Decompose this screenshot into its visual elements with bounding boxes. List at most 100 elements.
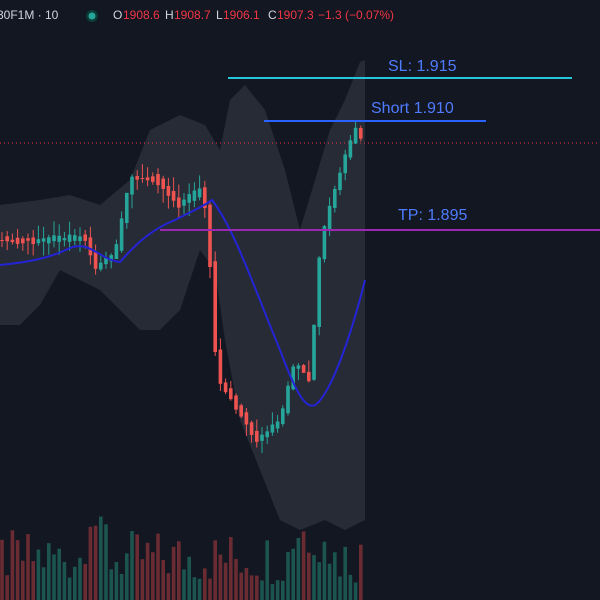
- volume-bar: [52, 554, 56, 600]
- candle-body: [317, 257, 321, 327]
- candle-body: [161, 178, 165, 189]
- volume-bar: [322, 541, 327, 600]
- ohlc-value: 1907.3: [277, 8, 314, 22]
- bollinger-band: [0, 60, 365, 530]
- volume-bar: [239, 572, 243, 600]
- candle-body: [281, 408, 285, 425]
- candle-body: [135, 176, 139, 180]
- candle-body: [47, 237, 51, 244]
- volume-bar: [93, 525, 98, 600]
- volume-bar: [275, 580, 280, 600]
- candle-body: [109, 255, 113, 262]
- candle-body: [249, 422, 254, 435]
- candle-body: [275, 421, 280, 429]
- volume-bar: [338, 576, 342, 600]
- volume-bar: [244, 567, 249, 600]
- candle-body: [0, 240, 4, 241]
- volume-bar: [0, 539, 4, 600]
- volume-bar: [333, 552, 337, 600]
- candle-body: [296, 365, 301, 369]
- candle-body: [208, 204, 212, 268]
- candle-body: [301, 365, 306, 373]
- volume-bar: [171, 546, 176, 600]
- candle-body: [343, 154, 347, 174]
- volume-bar: [62, 561, 67, 600]
- volume-bar: [41, 567, 46, 600]
- candle-body: [41, 238, 46, 242]
- candle-body: [67, 234, 72, 242]
- candle-body: [62, 238, 67, 241]
- sl-label: SL: 1.915: [388, 58, 457, 75]
- short-label: Short 1.910: [371, 100, 454, 117]
- candle-body: [353, 127, 358, 144]
- candles: [0, 120, 363, 454]
- candle-body: [125, 192, 129, 223]
- volume-bar: [10, 530, 15, 600]
- volume-bar: [270, 584, 275, 600]
- candle-body: [265, 431, 269, 438]
- candle-body: [244, 412, 249, 425]
- volume-bar: [130, 531, 134, 600]
- candle-body: [213, 261, 217, 352]
- candle-body: [192, 190, 197, 201]
- candle-body: [166, 185, 171, 196]
- candle-body: [338, 172, 342, 191]
- candle-body: [36, 239, 41, 244]
- ohlc-key: C: [268, 8, 277, 22]
- candle-body: [21, 238, 25, 244]
- volume-bar: [301, 531, 306, 600]
- volume-bar: [208, 578, 212, 600]
- volume-bar: [67, 577, 72, 600]
- candle-body: [104, 257, 108, 265]
- volume-bar: [213, 540, 217, 600]
- volume-bar: [166, 573, 171, 600]
- candle-body: [140, 177, 145, 179]
- volume-bar: [359, 544, 363, 600]
- volume-bar: [114, 562, 119, 600]
- candle-body: [156, 174, 160, 186]
- candle-body: [10, 239, 15, 243]
- volume-bar: [57, 548, 61, 600]
- candle-body: [286, 385, 290, 414]
- candle-body: [26, 238, 30, 241]
- candle-body: [333, 188, 337, 208]
- volume-bar: [177, 541, 181, 600]
- volume-bar: [343, 546, 347, 600]
- volume-bar: [187, 556, 191, 600]
- volume-bar: [161, 560, 165, 600]
- ohlc-key: H: [165, 8, 174, 22]
- volume-bar: [182, 569, 186, 600]
- candle-body: [93, 252, 98, 269]
- volume-bar: [260, 580, 264, 600]
- volume-bar: [125, 553, 129, 600]
- volume-bar: [99, 516, 103, 600]
- volume-bar: [281, 580, 285, 600]
- status-dot: [88, 12, 96, 20]
- volume-bar: [5, 575, 9, 600]
- volume-bars: [0, 516, 363, 600]
- candle-body: [15, 237, 20, 244]
- volume-bar: [31, 561, 35, 600]
- volume-bar: [21, 560, 25, 600]
- volume-bar: [255, 575, 259, 600]
- volume-bar: [119, 573, 124, 600]
- candle-body: [52, 235, 56, 242]
- volume-bar: [223, 562, 228, 600]
- candle-body: [229, 388, 233, 400]
- volume-bar: [47, 543, 51, 600]
- volume-bar: [140, 559, 145, 600]
- volume-bar: [229, 536, 233, 600]
- candle-body: [88, 237, 93, 256]
- ohlc-value: 1906.1: [223, 8, 260, 22]
- bands: [0, 60, 365, 530]
- volume-bar: [104, 524, 108, 600]
- volume-bar: [307, 552, 311, 600]
- candle-body: [359, 128, 363, 139]
- volume-bar: [15, 540, 20, 600]
- volume-bar: [296, 537, 301, 600]
- candle-body: [57, 235, 61, 242]
- candle-body: [234, 395, 238, 410]
- candle-body: [151, 176, 155, 182]
- candle-body: [73, 235, 77, 241]
